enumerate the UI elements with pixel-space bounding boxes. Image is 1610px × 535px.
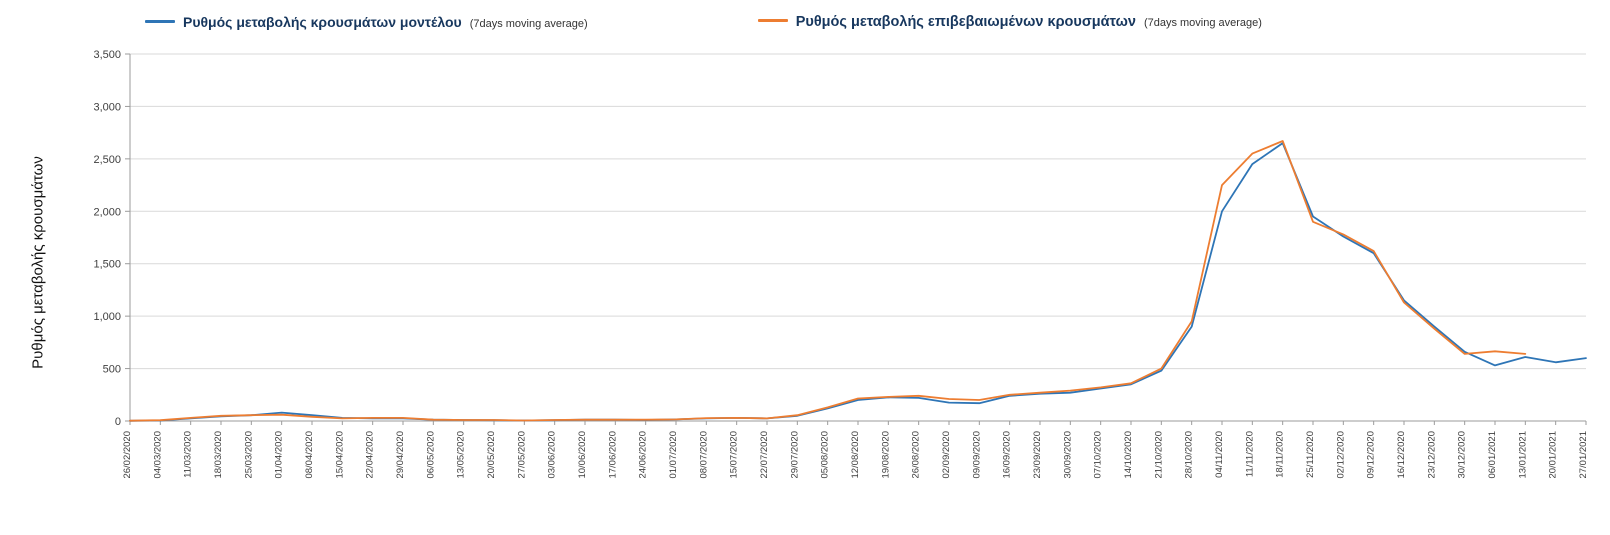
x-tick-label: 16/12/2020 <box>1396 431 1407 479</box>
x-tick-label: 27/05/2020 <box>516 431 527 479</box>
x-tick-label: 18/11/2020 <box>1275 431 1286 478</box>
x-tick-label: 19/08/2020 <box>880 431 891 479</box>
x-tick-label: 13/05/2020 <box>456 431 467 479</box>
x-tick-label: 22/07/2020 <box>759 431 770 479</box>
x-tick-label: 09/09/2020 <box>971 431 982 479</box>
y-tick-label: 2,000 <box>93 206 121 218</box>
x-tick-label: 09/12/2020 <box>1366 431 1377 479</box>
x-tick-label: 06/05/2020 <box>425 431 436 479</box>
x-tick-label: 27/01/2021 <box>1578 431 1589 479</box>
legend-item-confirmed: Ρυθμός μεταβολής επιβεβαιωμένων κρουσμάτ… <box>757 14 1262 30</box>
x-tick-label: 30/12/2020 <box>1457 431 1468 479</box>
legend-item-model: Ρυθμός μεταβολής κρουσμάτων μοντέλου (7d… <box>145 14 588 30</box>
y-tick-label: 3,000 <box>93 101 121 113</box>
x-tick-label: 26/02/2020 <box>122 431 133 479</box>
x-tick-label: 08/07/2020 <box>698 431 709 479</box>
x-tick-label: 14/10/2020 <box>1123 431 1134 479</box>
x-tick-label: 02/12/2020 <box>1335 431 1346 479</box>
x-tick-label: 11/11/2020 <box>1244 431 1255 477</box>
series-line-confirmed <box>129 140 1527 422</box>
x-tick-label: 04/03/2020 <box>152 431 163 479</box>
legend-suffix-confirmed: (7days moving average) <box>1143 17 1262 29</box>
x-tick-label: 13/01/2021 <box>1517 431 1528 479</box>
x-tick-label: 01/07/2020 <box>668 431 679 479</box>
legend-suffix-model: (7days moving average) <box>469 18 588 30</box>
chart-area: Ρυθμός μεταβολής κρουσμάτων 0 500 1,000 1,5… <box>0 36 1610 506</box>
x-tick-label: 26/08/2020 <box>911 431 922 479</box>
x-tick-label: 08/04/2020 <box>304 431 315 479</box>
y-tick-label: 1,000 <box>93 311 121 323</box>
x-tick-label: 15/04/2020 <box>334 431 345 479</box>
chart-legend: Ρυθμός μεταβολής κρουσμάτων μοντέλου (7d… <box>0 0 1610 34</box>
x-tick-label: 07/10/2020 <box>1093 431 1104 479</box>
legend-line-swatch-confirmed <box>757 19 788 22</box>
y-tick-label: 3,500 <box>93 49 121 61</box>
x-tick-label: 01/04/2020 <box>274 431 285 479</box>
x-tick-label: 20/01/2021 <box>1548 431 1559 479</box>
y-tick-label: 2,500 <box>93 154 121 166</box>
x-tick-label: 25/11/2020 <box>1305 431 1316 478</box>
y-axis-title: Ρυθμός μεταβολής κρουσμάτων <box>29 156 47 369</box>
legend-line-swatch-model <box>145 20 175 23</box>
x-tick-label: 06/01/2021 <box>1487 431 1498 479</box>
x-tick-label: 21/10/2020 <box>1153 431 1164 479</box>
x-tick-label: 30/09/2020 <box>1062 431 1073 479</box>
x-tick-label: 12/08/2020 <box>850 431 861 479</box>
x-tick-label: 02/09/2020 <box>941 431 952 479</box>
x-tick-label: 29/07/2020 <box>789 431 800 479</box>
y-tick-label: 1,500 <box>93 259 121 271</box>
x-tick-label: 17/06/2020 <box>607 431 618 479</box>
x-tick-label: 16/09/2020 <box>1002 431 1013 479</box>
x-tick-label: 22/04/2020 <box>365 431 376 479</box>
y-tick-label: 0 <box>115 416 121 428</box>
x-tick-label: 11/03/2020 <box>183 431 194 478</box>
x-tick-label: 23/12/2020 <box>1426 431 1437 479</box>
x-tick-label: 29/04/2020 <box>395 431 406 479</box>
x-tick-label: 18/03/2020 <box>213 431 224 479</box>
x-tick-label: 10/06/2020 <box>577 431 588 479</box>
legend-label-confirmed: Ρυθμός μεταβολής επιβεβαιωμένων κρουσμάτ… <box>795 14 1136 30</box>
x-tick-label: 15/07/2020 <box>729 431 740 479</box>
x-tick-label: 04/11/2020 <box>1214 431 1225 478</box>
x-tick-label: 05/08/2020 <box>820 431 831 479</box>
y-tick-label: 500 <box>103 364 121 376</box>
x-tick-label: 20/05/2020 <box>486 431 497 479</box>
x-tick-label: 03/06/2020 <box>547 431 558 479</box>
line-chart: 0 500 1,000 1,500 2,000 2,500 3,000 3,500 26/02/… <box>93 49 1589 479</box>
x-tick-label: 28/10/2020 <box>1184 431 1195 479</box>
series-line-model <box>129 142 1587 422</box>
x-tick-label: 23/09/2020 <box>1032 431 1043 479</box>
x-tick-label: 24/06/2020 <box>638 431 649 479</box>
x-tick-label: 25/03/2020 <box>243 431 254 479</box>
legend-label-model: Ρυθμός μεταβολής κρουσμάτων μοντέλου <box>183 14 462 30</box>
